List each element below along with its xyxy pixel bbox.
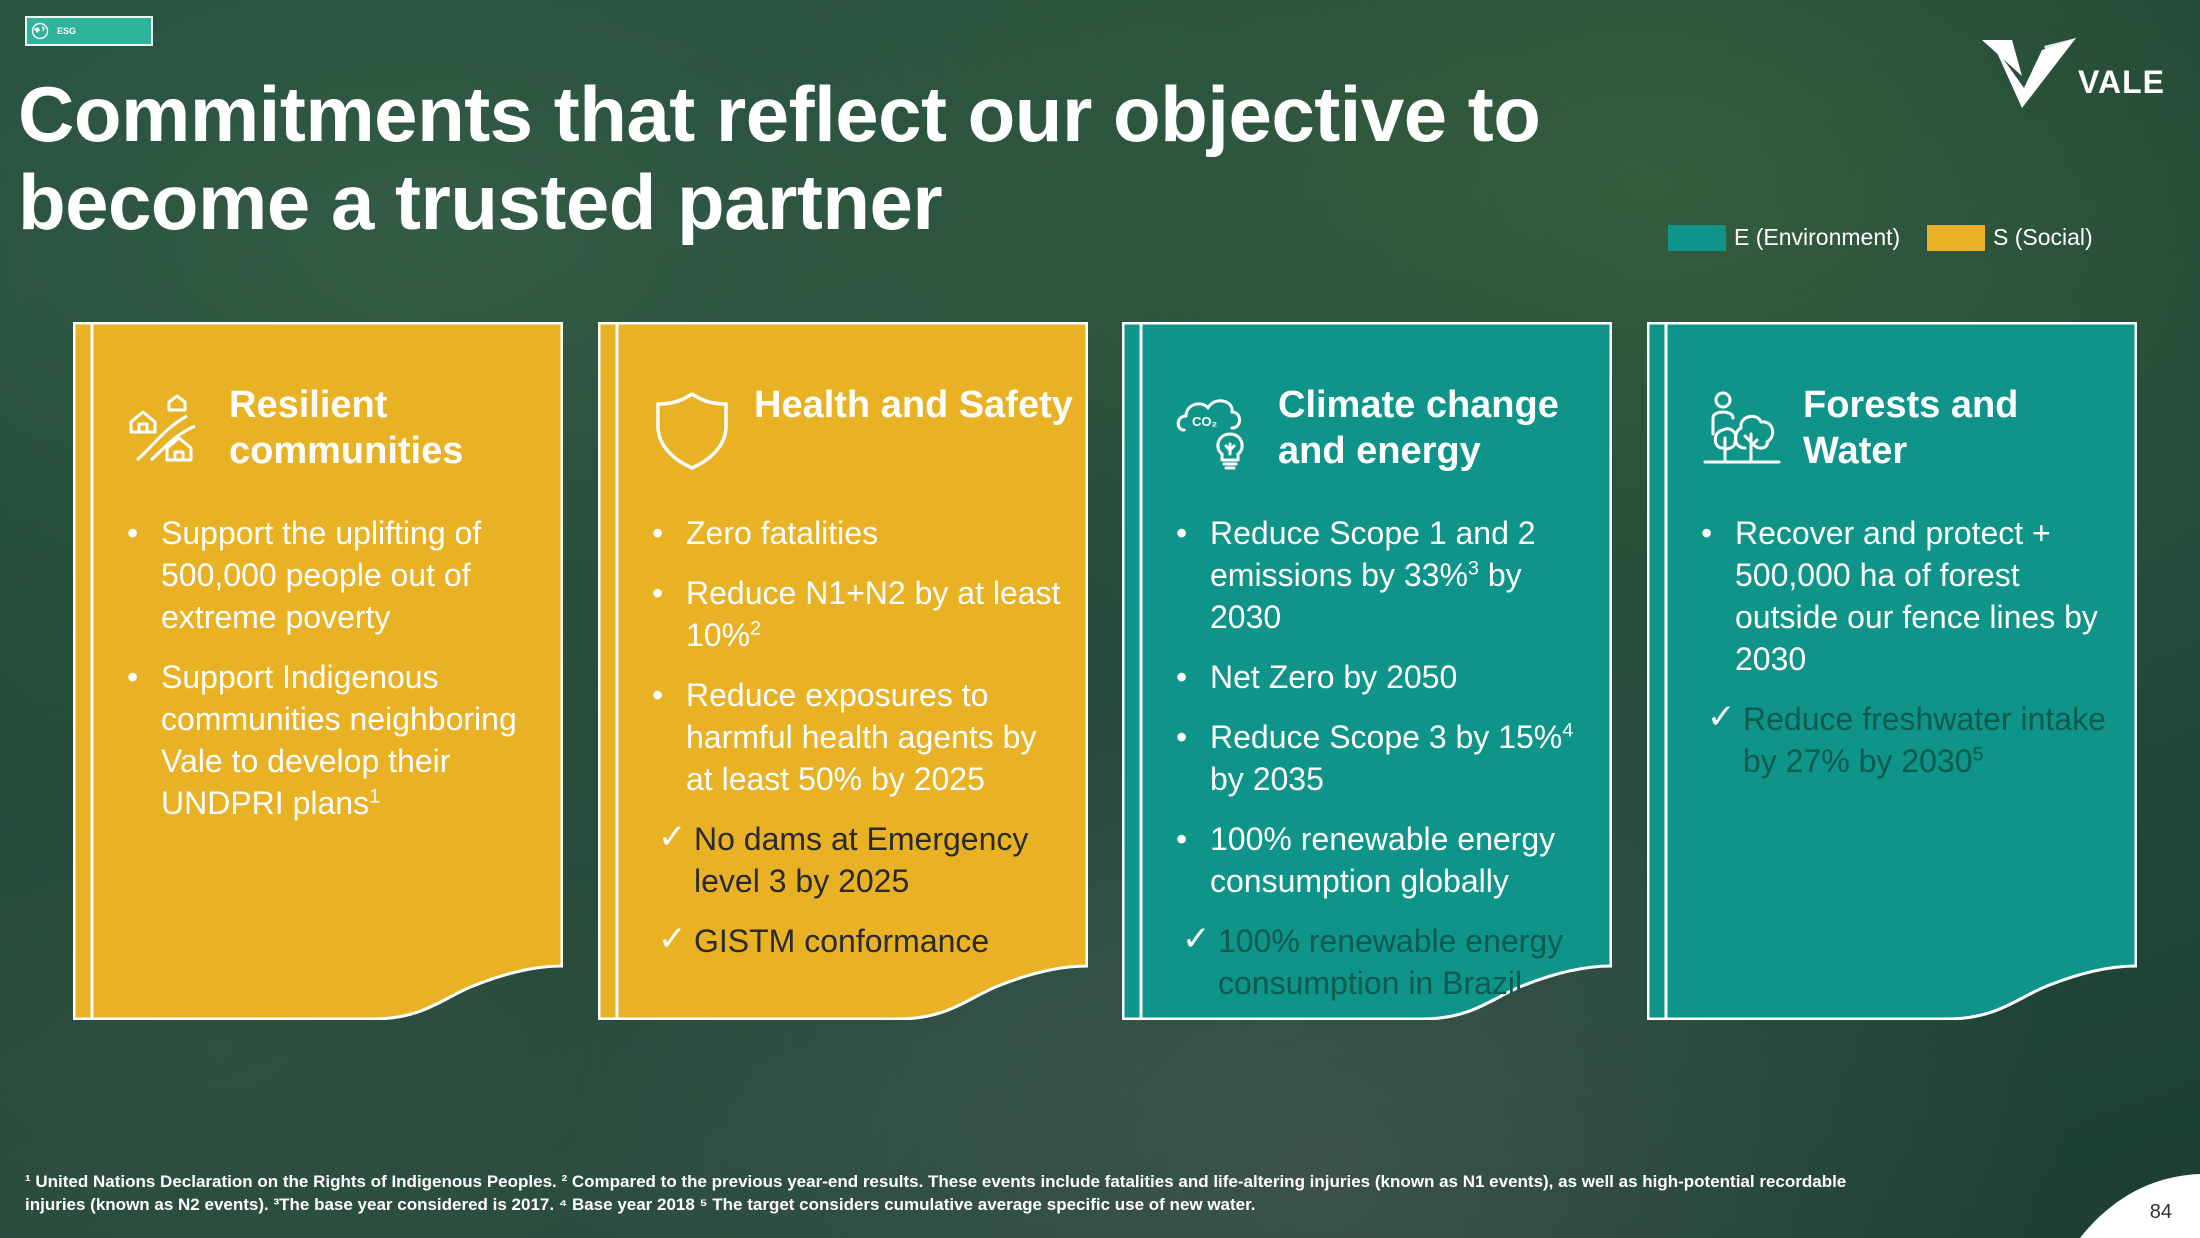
card-climate-energy: CO₂ Climate change and energy Reduce Sco… — [1122, 322, 1612, 1020]
list-item: Reduce exposures to harmful health agent… — [628, 674, 1064, 800]
footnotes: ¹ United Nations Declaration on the Righ… — [25, 1172, 1847, 1214]
shield-icon — [656, 392, 728, 470]
list-item: Support the uplifting of 500,000 people … — [103, 512, 539, 638]
commitment-list: Recover and protect + 500,000 ha of fore… — [1677, 512, 2113, 800]
list-item: Net Zero by 2050 — [1152, 656, 1588, 698]
svg-text:CO₂: CO₂ — [1192, 414, 1218, 429]
list-item: Reduce Scope 1 and 2 emissions by 33%3 b… — [1152, 512, 1588, 638]
legend-environment-label: E (Environment) — [1734, 224, 1901, 250]
page-number: 84 — [2149, 1201, 2172, 1223]
card-resilient-communities: Resilient communities Support the uplift… — [73, 322, 563, 1020]
esg-tag-label: ESG — [57, 26, 77, 36]
footnote-ref: 3 — [1467, 557, 1479, 580]
card-title: Forests and Water — [1803, 384, 2019, 472]
commitment-list: Reduce Scope 1 and 2 emissions by 33%3 b… — [1152, 512, 1588, 1022]
achieved-item: No dams at Emergency level 3 by 2025 — [628, 816, 1064, 902]
list-item: Recover and protect + 500,000 ha of fore… — [1677, 512, 2113, 680]
footnote-ref: 2 — [750, 617, 762, 640]
card-title: Resilient communities — [229, 384, 464, 472]
legend-social-label: S (Social) — [1993, 224, 2093, 250]
esg-tag: ESG — [25, 16, 153, 46]
list-item: Support Indigenous communities neighbori… — [103, 656, 539, 824]
legend-social: S (Social) — [1927, 224, 2093, 251]
achieved-item: 100% renewable energy consumption in Bra… — [1152, 918, 1588, 1004]
commitment-list: Support the uplifting of 500,000 people … — [103, 512, 539, 842]
card-health-safety: Health and Safety Zero fatalities Reduce… — [598, 322, 1088, 1020]
logo-wordmark: VALE — [2078, 64, 2165, 100]
card-title: Climate change and energy — [1278, 384, 1559, 472]
legend-environment-swatch — [1668, 224, 1726, 251]
trees-person-icon — [1703, 391, 1781, 464]
list-item: 100% renewable energy consumption global… — [1152, 818, 1588, 902]
houses-icon — [129, 394, 196, 462]
footnote-ref: 1 — [369, 785, 381, 808]
list-item: Reduce N1+N2 by at least 10%2 — [628, 572, 1064, 656]
achieved-item: GISTM conformance — [628, 918, 1064, 962]
list-item: Zero fatalities — [628, 512, 1064, 554]
footnote-ref: 4 — [1562, 719, 1574, 742]
card-forests-water: Forests and Water Recover and protect + … — [1647, 322, 2137, 1020]
co2-cloud-lightbulb-icon: CO₂ — [1176, 399, 1244, 470]
commitment-list: Zero fatalities Reduce N1+N2 by at least… — [628, 512, 1064, 980]
page-corner — [2080, 1174, 2200, 1238]
page-title: Commitments that reflect our objective t… — [18, 70, 1541, 246]
vale-logo — [1982, 38, 2076, 108]
card-title: Health and Safety — [754, 384, 1073, 426]
footnote-ref: 5 — [1972, 743, 1984, 766]
achieved-item: Reduce freshwater intake by 27% by 20305 — [1677, 696, 2113, 782]
legend-environment: E (Environment) — [1668, 224, 1900, 251]
list-item: Reduce Scope 3 by 15%4 by 2035 — [1152, 716, 1588, 800]
legend-social-swatch — [1927, 224, 1985, 251]
globe-icon — [31, 22, 49, 40]
